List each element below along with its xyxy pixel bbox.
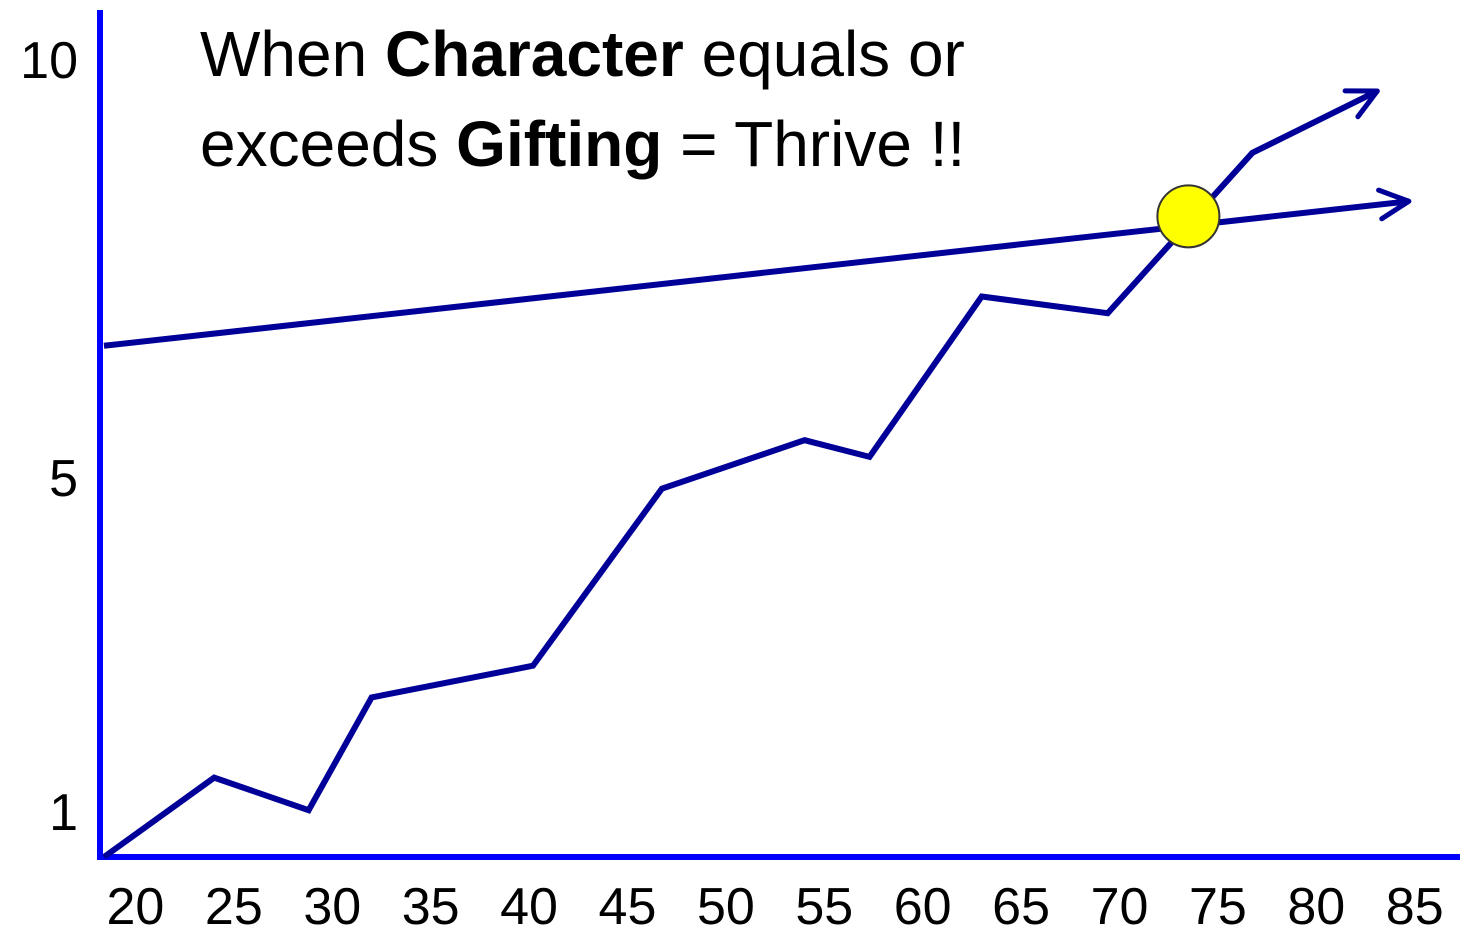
x-tick-label: 65 [992, 878, 1050, 930]
title-run: exceeds [200, 108, 456, 180]
x-tick-label: 35 [402, 878, 460, 930]
x-tick-label: 40 [500, 878, 558, 930]
y-tick-label: 10 [20, 32, 78, 90]
series-line [102, 88, 1380, 860]
title-run: When [200, 18, 385, 90]
y-tick-label: 1 [49, 784, 78, 842]
x-tick-label: 70 [1091, 878, 1149, 930]
x-tick-label: 85 [1386, 878, 1444, 930]
x-tick-label: 20 [107, 878, 165, 930]
x-tick-label: 30 [303, 878, 361, 930]
x-tick-label: 25 [205, 878, 263, 930]
title-run: Gifting [456, 108, 662, 180]
title-run: Character [385, 18, 684, 90]
x-tick-label: 50 [697, 878, 755, 930]
x-tick-label: 55 [795, 878, 853, 930]
crossing-marker [1156, 184, 1221, 249]
title-line: When Character equals or [200, 18, 965, 90]
title-run: = Thrive !! [662, 108, 965, 180]
title-run: equals or [684, 18, 965, 90]
x-tick-label: 60 [894, 878, 952, 930]
x-tick-label: 75 [1189, 878, 1247, 930]
title-line: exceeds Gifting = Thrive !! [200, 108, 965, 180]
y-tick-label: 5 [49, 450, 78, 508]
x-tick-label: 45 [599, 878, 657, 930]
x-tick-label: 80 [1287, 878, 1345, 930]
